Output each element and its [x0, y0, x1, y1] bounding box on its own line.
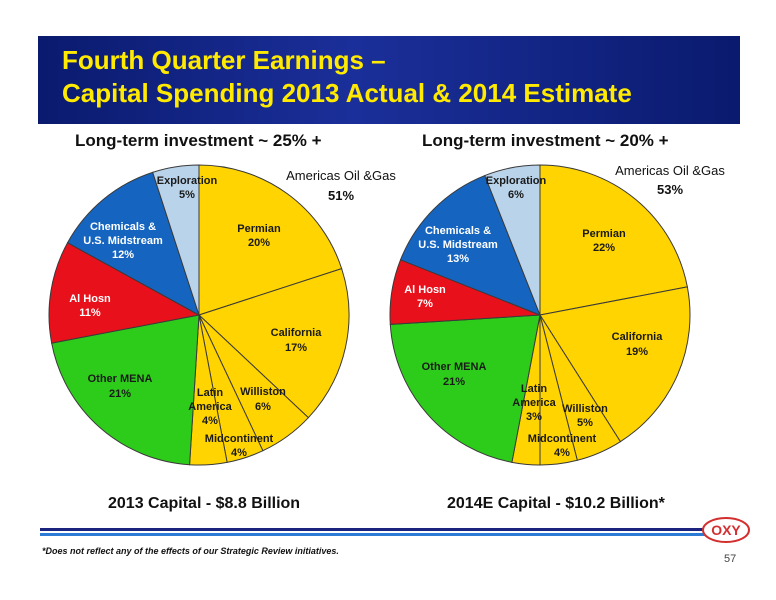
pie-2-label-williston: Williston 5%	[562, 403, 608, 429]
pie-1-label-latin-america: Latin America 4%	[188, 387, 232, 427]
pie-1-label-williston: Williston 6%	[240, 386, 286, 413]
pie-2-label-latin-america: Latin America 3%	[512, 383, 556, 423]
chart-1-caption: 2013 Capital - $8.8 Billion	[108, 495, 301, 512]
pie-1-group-label: Americas Oil &Gas 51%	[286, 168, 396, 203]
pie-chart-2: Permian 22% California 19% Williston 5% Midcon…	[389, 163, 725, 466]
logo-text: OXY	[711, 522, 741, 538]
page-number: 57	[724, 553, 737, 565]
pie-1-label-other-mena: Other MENA 21%	[88, 373, 153, 400]
pie-1-slice-exploration	[152, 164, 200, 316]
chart-1-title: Long-term investment ~ 25% +	[75, 131, 322, 150]
pie-2-slice-exploration	[484, 164, 541, 316]
pie-2-label-other-mena: Other MENA 21%	[422, 361, 487, 388]
footer-rule	[40, 528, 712, 531]
footnote: *Does not reflect any of the effects of …	[42, 546, 339, 556]
pie-1-slice-permian	[198, 164, 343, 316]
pie-2-label-al-hosn: Al Hosn 7%	[404, 284, 446, 310]
pie-1-slice-al-hosn	[48, 242, 201, 344]
pie-2-slice-california	[539, 286, 691, 443]
pie-2-slice-permian	[539, 164, 688, 316]
pie-2-label-chemicals-u-s-midstream: Chemicals & U.S. Midstream 13%	[418, 225, 498, 265]
pie-1-label-california: California 17%	[271, 327, 323, 354]
pie-2-label-midcontinent: Midcontinent 4%	[528, 433, 597, 459]
pie-2-label-california: California 19%	[612, 331, 664, 358]
chart-2-caption: 2014E Capital - $10.2 Billion*	[447, 495, 665, 512]
pie-1-slice-california	[198, 268, 350, 419]
pie-2-label-permian: Permian 22%	[582, 228, 626, 254]
page-title: Fourth Quarter Earnings – Capital Spendi…	[62, 44, 632, 110]
pie-1-label-exploration: Exploration 5%	[157, 175, 218, 201]
pie-1-slice-other-mena	[51, 314, 200, 466]
pie-1-label-chemicals-u-s-midstream: Chemicals & U.S. Midstream 12%	[83, 221, 163, 261]
pie-1-slice-chemicals-u-s-midstream	[66, 171, 200, 317]
pie-2-slice-chemicals-u-s-midstream	[399, 174, 541, 316]
pie-1-label-permian: Permian 20%	[237, 223, 281, 249]
pie-2-slice-other-mena	[389, 314, 541, 463]
oxy-logo: OXY	[702, 517, 750, 543]
title-line-1: Fourth Quarter Earnings –	[62, 45, 386, 75]
pie-2-group-label: Americas Oil &Gas 53%	[615, 163, 725, 197]
pie-1-label-al-hosn: Al Hosn 11%	[69, 293, 111, 319]
pie-2-label-exploration: Exploration 6%	[486, 175, 547, 201]
pie-chart-1: Permian 20% California 17% Williston 6% Midcon…	[48, 164, 396, 466]
title-bar	[38, 36, 740, 124]
pie-1-label-midcontinent: Midcontinent 4%	[205, 433, 274, 459]
footer-rule-accent	[40, 533, 712, 536]
title-line-2: Capital Spending 2013 Actual & 2014 Esti…	[62, 78, 632, 108]
chart-2-title: Long-term investment ~ 20% +	[422, 131, 669, 150]
